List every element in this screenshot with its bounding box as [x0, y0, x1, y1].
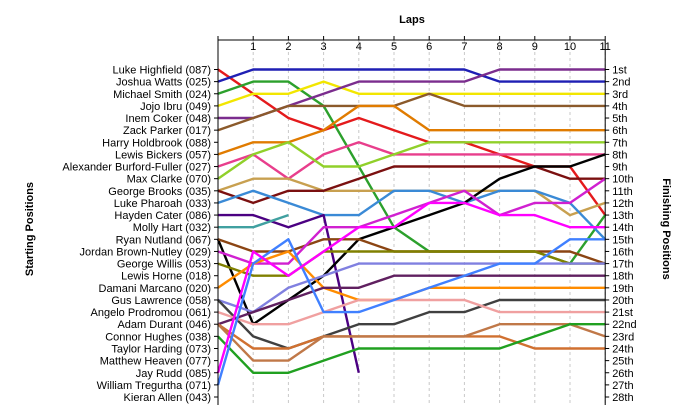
finishing-label: 27th [612, 380, 633, 392]
starting-label: Hayden Cater (086) [114, 210, 211, 222]
finishing-label: 3rd [612, 89, 628, 101]
finishing-label: 15th [612, 234, 633, 246]
starting-label: Connor Hughes (038) [105, 331, 211, 343]
x-tick-label: 4 [356, 41, 362, 53]
starting-label: Luke Highfield (087) [113, 65, 211, 77]
finishing-label: 24th [612, 343, 633, 355]
starting-label: Luke Pharoah (033) [114, 198, 211, 210]
finishing-label: 20th [612, 295, 633, 307]
starting-label: Max Clarke (070) [127, 174, 211, 186]
series-line-9 [217, 141, 606, 180]
starting-label: Taylor Harding (073) [111, 343, 211, 355]
starting-label: George Brooks (035) [108, 186, 211, 198]
finishing-label: 9th [612, 162, 627, 174]
series-line-23 [217, 274, 606, 326]
series-line-21 [217, 298, 606, 350]
finishing-label: 6th [612, 125, 627, 137]
starting-label: Alexander Burford-Fuller (027) [62, 162, 211, 174]
starting-label: Joshua Watts (025) [116, 77, 211, 89]
left-axis-title: Starting Positions [24, 182, 36, 276]
finishing-label: 10th [612, 174, 633, 186]
starting-label: Lewis Bickers (057) [115, 149, 211, 161]
series-lines [216, 68, 607, 386]
starting-label: Michael Smith (024) [113, 89, 211, 101]
starting-label: Zack Parker (017) [123, 125, 211, 137]
starting-label: Ryan Nutland (067) [116, 234, 211, 246]
starting-label: Matthew Heaven (077) [100, 356, 211, 368]
starting-labels: Luke Highfield (087)Joshua Watts (025)Mi… [62, 65, 211, 405]
finishing-label: 18th [612, 271, 633, 283]
series-line-12 [217, 189, 607, 241]
series-line-27 [216, 238, 606, 386]
series-line-15 [216, 153, 606, 326]
x-axis-title: Laps [399, 14, 425, 26]
x-tick-label: 6 [426, 41, 432, 53]
starting-label: Harry Holdbrook (088) [102, 137, 211, 149]
axes [214, 36, 610, 405]
x-tick-label: 11 [599, 41, 610, 53]
x-tick-label: 8 [497, 41, 503, 53]
starting-label: Inem Coker (048) [125, 113, 211, 125]
series-line-13 [218, 213, 360, 374]
series-line-28 [216, 201, 606, 374]
starting-label: Kieran Allen (043) [124, 392, 211, 404]
series-line-6 [217, 92, 606, 132]
x-tick-label: 10 [564, 41, 576, 53]
series-line-17 [217, 177, 606, 265]
finishing-label: 14th [612, 222, 633, 234]
finishing-labels: 1st2nd3rd4th5th6th7th8th9th10th11th12th1… [612, 65, 636, 405]
starting-label: Angelo Prodromou (061) [91, 307, 211, 319]
starting-label: Molly Hart (032) [133, 222, 211, 234]
right-axis-title: Finishing Positions [660, 178, 672, 279]
x-tick-labels: 1 2 3 4 5 6 7 8 9 10 11 [250, 41, 611, 53]
grid [252, 40, 606, 405]
finishing-label: 21st [612, 307, 633, 319]
finishing-label: 1st [612, 65, 627, 77]
series-line-2 [217, 68, 606, 83]
finishing-label: 8th [612, 149, 627, 161]
finishing-label: 5th [612, 113, 627, 125]
finishing-label: 22nd [612, 319, 636, 331]
x-tick-label: 1 [250, 41, 256, 53]
finishing-label: 12th [612, 198, 633, 210]
finishing-label: 23rd [612, 331, 634, 343]
finishing-label: 17th [612, 259, 633, 271]
starting-label: Jordan Brown-Nutley (029) [80, 246, 211, 258]
series-line-14 [218, 213, 289, 229]
finishing-label: 28th [612, 392, 633, 404]
finishing-label: 2nd [612, 77, 630, 89]
finishing-label: 19th [612, 283, 633, 295]
starting-label: Jay Rudd (085) [136, 368, 211, 380]
series-line-18 [217, 250, 606, 277]
finishing-label: 16th [612, 246, 633, 258]
starting-label: William Tregurtha (071) [97, 380, 211, 392]
starting-label: Jojo Ibru (049) [140, 101, 211, 113]
finishing-label: 7th [612, 137, 627, 149]
series-line-8 [217, 141, 606, 180]
series-line-4 [217, 80, 606, 108]
starting-label: Gus Lawrence (058) [111, 295, 211, 307]
x-tick-label: 3 [321, 41, 327, 53]
finishing-label: 13th [612, 210, 633, 222]
series-line-25 [217, 323, 606, 362]
finishing-label: 4th [612, 101, 627, 113]
series-line-20 [217, 262, 606, 314]
starting-label: Lewis Horne (018) [121, 271, 211, 283]
series-line-11 [217, 165, 606, 205]
x-tick-label: 5 [391, 41, 397, 53]
starting-label: Damani Marcano (020) [99, 283, 212, 295]
starting-label: Adam Durant (046) [117, 319, 211, 331]
finishing-label: 11th [612, 186, 633, 198]
series-line-26 [217, 323, 606, 374]
finishing-label: 26th [612, 368, 633, 380]
series-line-7 [217, 104, 606, 156]
finishing-label: 25th [612, 356, 633, 368]
x-tick-label: 7 [461, 41, 467, 53]
starting-label: George Willis (053) [117, 259, 211, 271]
x-tick-label: 2 [285, 41, 291, 53]
series-line-22 [217, 298, 606, 326]
x-tick-label: 9 [532, 41, 538, 53]
